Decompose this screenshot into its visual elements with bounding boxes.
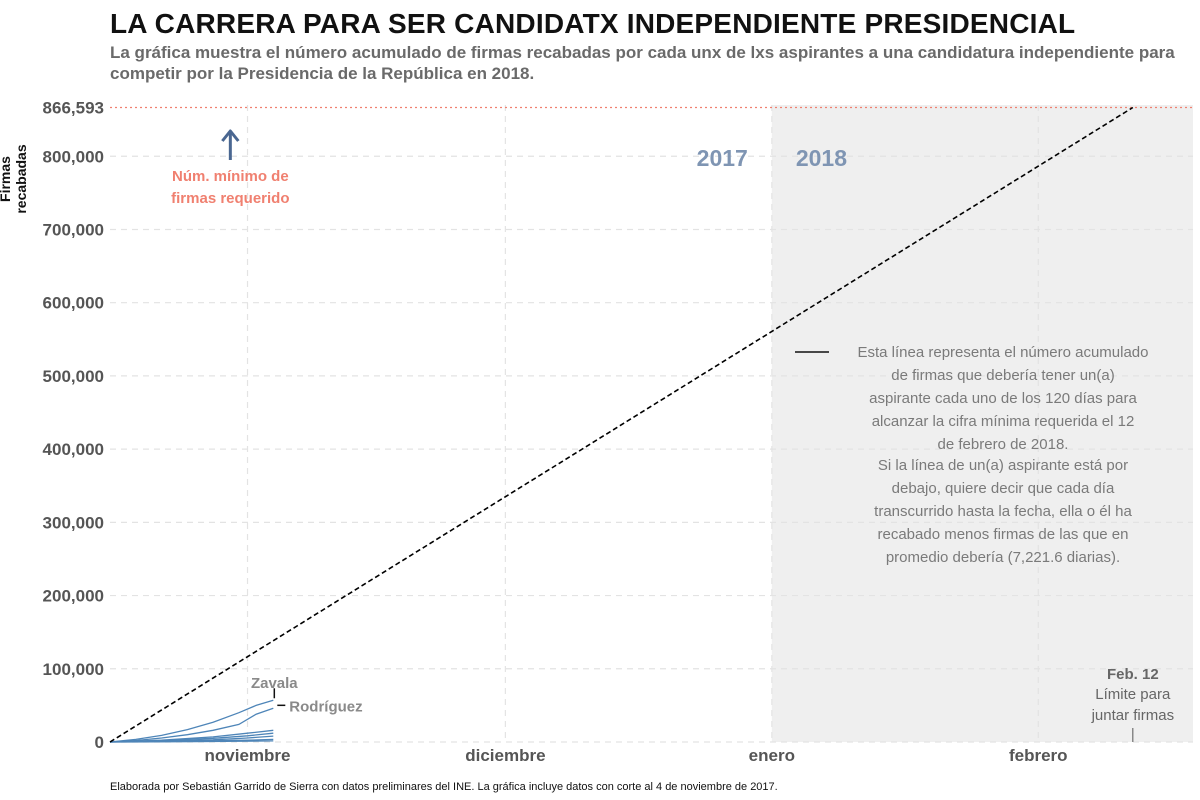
x-tick-label: diciembre (465, 746, 545, 765)
y-tick-label: 700,000 (43, 220, 104, 239)
series-lines (109, 699, 274, 743)
year-label-2018: 2018 (796, 145, 847, 171)
source-caption: Elaborada por Sebastián Garrido de Sierr… (110, 781, 778, 793)
y-tick-label: 100,000 (43, 660, 104, 679)
series-label-zavala: Zavala (251, 675, 298, 692)
series-line-7 (109, 740, 274, 743)
deadline-label: Límite para juntar firmas (1091, 686, 1175, 724)
up-arrow-head-icon (221, 129, 240, 142)
y-tick-label: 400,000 (43, 440, 104, 459)
series-label-rodriguez: Rodríguez (289, 698, 362, 715)
y-tick-label: 0 (95, 733, 104, 752)
below-line-explanation: Si la línea de un(a) aspirante está por d… (874, 457, 1132, 566)
y-tick-label: 200,000 (43, 587, 104, 606)
series-line-zavala (109, 699, 274, 743)
chart-title: LA CARRERA PARA SER CANDIDATX INDEPENDIE… (110, 8, 1076, 39)
year-label-2017: 2017 (697, 145, 748, 171)
x-tick-labels: noviembre diciembre enero febrero (205, 746, 1068, 765)
x-tick-label: enero (749, 746, 795, 765)
gridlines (110, 105, 1193, 743)
chart-subtitle: La gráfica muestra el número acumulado d… (110, 43, 1175, 83)
y-tick-label: 500,000 (43, 367, 104, 386)
y-tick-label: 866,593 (43, 98, 104, 117)
x-tick-label: febrero (1009, 746, 1068, 765)
annotations: 2017 2018 Núm. mínimo de firmas requerido Es… (171, 129, 1175, 742)
deadline-title: Feb. 12 (1107, 666, 1159, 683)
y-tick-labels: 0 100,000 200,000 300,000 400,000 500,000 600,… (43, 98, 104, 752)
year-2018-shaded-region (771, 105, 1193, 742)
reference-line (109, 106, 1134, 743)
series-line-rodríguez (109, 707, 274, 743)
y-tick-label: 300,000 (43, 513, 104, 532)
threshold-label: Núm. mínimo de firmas requerido (171, 168, 289, 207)
y-tick-label: 800,000 (43, 147, 104, 166)
y-tick-label: 600,000 (43, 294, 104, 313)
x-tick-label: noviembre (205, 746, 291, 765)
reference-line-explanation: Esta línea representa el número acumulad… (857, 344, 1148, 453)
